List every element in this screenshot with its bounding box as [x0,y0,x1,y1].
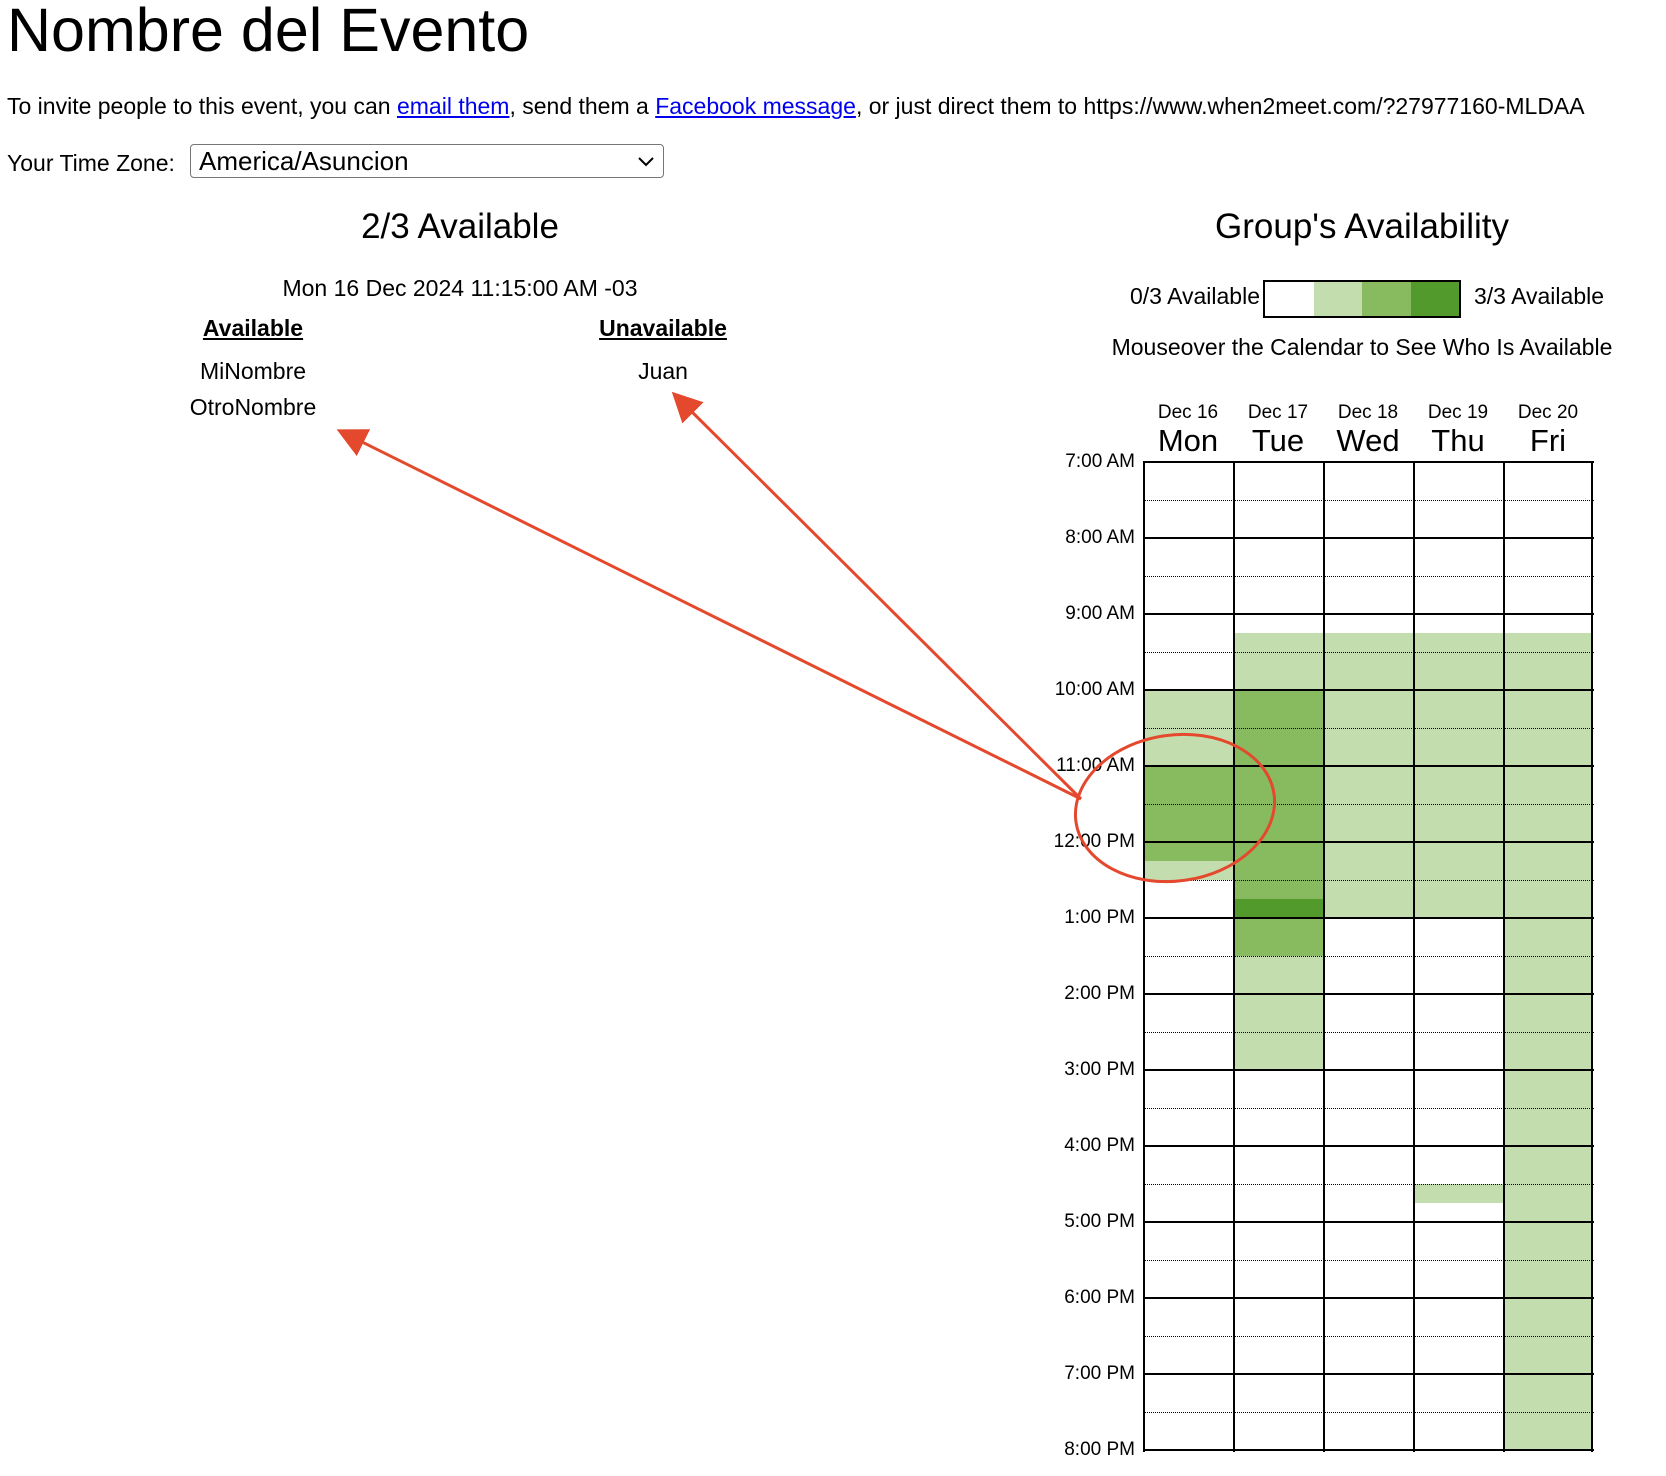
half-hour-line [1143,1336,1594,1337]
time-label: 6:00 PM [1064,1287,1135,1308]
legend-swatch [1410,282,1459,316]
day-column-line [1143,462,1145,1452]
timezone-selected-value: America/Asuncion [199,146,409,176]
arrow-to-available [336,429,1082,801]
availability-block[interactable] [1413,633,1503,918]
half-hour-line [1143,652,1594,653]
day-date: Dec 17 [1247,402,1309,423]
hour-line [1143,1373,1594,1375]
availability-summary: 2/3 Available [361,207,559,246]
time-label: 8:00 AM [1065,527,1135,548]
invite-middle: , send them a [509,93,656,119]
half-hour-line [1143,1184,1594,1185]
invite-suffix: , or just direct them to [855,93,1084,119]
day-name: Mon [1157,423,1219,458]
half-hour-line [1143,956,1594,957]
mouseover-hint: Mouseover the Calendar to See Who Is Ava… [1111,334,1613,360]
time-label: 3:00 PM [1064,1059,1135,1080]
availability-block[interactable] [1233,690,1323,899]
availability-block[interactable] [1233,918,1323,956]
day-column-line [1591,462,1593,1452]
availability-block[interactable] [1323,633,1413,918]
day-column-line [1413,462,1415,1452]
day-name: Fri [1529,423,1567,458]
day-date: Dec 18 [1337,402,1399,423]
hour-line [1143,1069,1594,1071]
hour-line [1143,689,1594,691]
hour-line [1143,1221,1594,1223]
hour-line [1143,917,1594,919]
event-url: https://www.when2meet.com/?27977160-MLDA… [1083,93,1585,119]
time-label: 7:00 AM [1065,451,1135,472]
availability-block[interactable] [1413,1184,1503,1203]
time-label: 1:00 PM [1064,907,1135,928]
hour-line [1143,1449,1594,1451]
half-hour-line [1143,500,1594,501]
available-name: OtroNombre [189,394,317,420]
half-hour-line [1143,880,1594,881]
day-column-line [1233,462,1235,1452]
legend-max-label: 3/3 Available [1474,283,1605,309]
availability-block[interactable] [1233,956,1323,1070]
legend-swatch [1362,282,1411,316]
chevron-down-icon [637,147,655,184]
day-name: Tue [1251,423,1305,458]
timezone-label: Your Time Zone: [7,150,175,176]
time-label: 2:00 PM [1064,983,1135,1004]
invite-prefix: To invite people to this event, you can [7,93,397,119]
hour-line [1143,461,1594,463]
day-date: Dec 20 [1517,402,1579,423]
half-hour-line [1143,728,1594,729]
day-column-line [1503,462,1505,1452]
time-label: 12:00 PM [1053,831,1135,852]
hour-line [1143,1145,1594,1147]
availability-block[interactable] [1233,899,1323,918]
group-availability-title: Group's Availability [1215,207,1509,246]
legend-swatch [1265,282,1314,316]
availability-legend [1263,280,1461,318]
hour-line [1143,993,1594,995]
time-label: 10:00 AM [1054,679,1135,700]
invite-instructions: To invite people to this event, you can … [7,92,1585,120]
half-hour-line [1143,804,1594,805]
day-name: Wed [1336,423,1400,458]
hour-line [1143,841,1594,843]
availability-block[interactable] [1143,861,1233,880]
day-date: Dec 19 [1427,402,1489,423]
time-label: 5:00 PM [1064,1211,1135,1232]
group-availability-grid[interactable] [1143,461,1594,1452]
day-column-line [1323,462,1325,1452]
half-hour-line [1143,1108,1594,1109]
half-hour-line [1143,1260,1594,1261]
half-hour-line [1143,1032,1594,1033]
facebook-message-link[interactable]: Facebook message [655,93,856,119]
time-label: 9:00 AM [1065,603,1135,624]
email-them-link[interactable]: email them [396,93,510,119]
time-label: 8:00 PM [1064,1439,1135,1460]
availability-block[interactable] [1143,766,1233,861]
availability-block[interactable] [1233,633,1323,690]
day-name: Thu [1431,423,1485,458]
half-hour-line [1143,576,1594,577]
timezone-select[interactable]: America/Asuncion [190,144,664,178]
availability-block[interactable] [1503,633,1593,1450]
event-title: Nombre del Evento [7,0,530,64]
time-label: 7:00 PM [1064,1363,1135,1384]
time-label: 4:00 PM [1064,1135,1135,1156]
hour-line [1143,613,1594,615]
half-hour-line [1143,1412,1594,1413]
available-header: Available [202,315,304,341]
hour-line [1143,765,1594,767]
time-label: 11:00 AM [1056,755,1135,776]
slot-time: Mon 16 Dec 2024 11:15:00 AM -03 [282,275,638,301]
available-name: MiNombre [199,358,307,384]
legend-swatch [1313,282,1362,316]
day-date: Dec 16 [1157,402,1219,423]
hour-line [1143,1297,1594,1299]
legend-min-label: 0/3 Available [1129,283,1260,309]
unavailable-name: Juan [638,358,688,384]
unavailable-header: Unavailable [599,315,727,341]
hour-line [1143,537,1594,539]
